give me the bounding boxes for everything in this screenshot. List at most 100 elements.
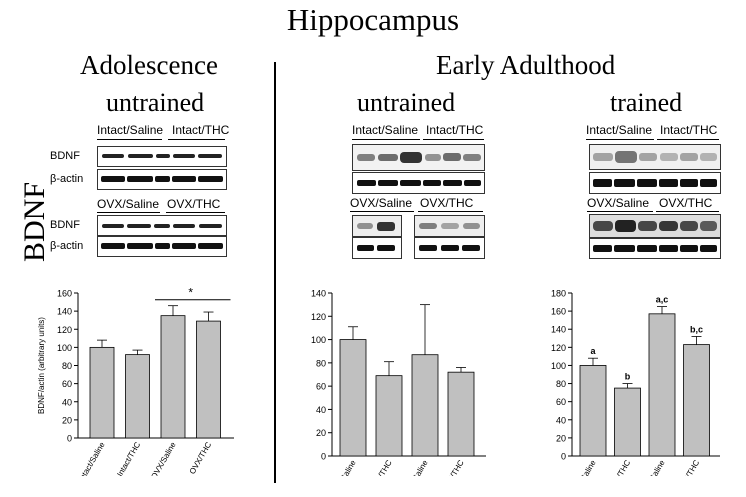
eu-group-underline xyxy=(352,139,420,140)
chart-early-adulthood-untrained: 0 20 40 60 80 100 120 140 Intact/Saline Intact/TH… xyxy=(311,289,486,476)
x-tick-label: Intact/THC xyxy=(367,458,394,476)
eu-group-underline xyxy=(418,211,483,212)
y-axis-label: BDNF/actin (arbitrary units) xyxy=(37,317,46,414)
bar xyxy=(339,339,367,457)
chart-early-adulthood-trained: 0 20 40 60 80 100 120 140 160 180 a intact/Saline b i… xyxy=(551,289,720,476)
western-blot-bdnf xyxy=(97,146,227,167)
western-blot-actin xyxy=(97,236,227,257)
bar-annotation: b,c xyxy=(690,324,703,334)
eu-group-label: OVX/Saline xyxy=(350,196,413,210)
x-tick-label: OVX/Saline xyxy=(149,440,178,476)
bar xyxy=(447,371,475,457)
y-tick-label: 60 xyxy=(62,379,72,389)
y-tick-label: 120 xyxy=(57,325,72,335)
y-tick-label: 160 xyxy=(551,307,566,317)
x-tick-label: Intact/Saline xyxy=(77,440,107,476)
ea-trained-subheading: trained xyxy=(610,88,683,117)
y-tick-label: 80 xyxy=(556,379,566,389)
y-tick-label: 100 xyxy=(551,361,566,371)
et-group-underline xyxy=(656,211,719,212)
bar xyxy=(375,375,403,457)
eu-group-underline xyxy=(350,211,414,212)
bar-annotation: a,c xyxy=(656,295,669,305)
y-tick-label: 120 xyxy=(551,343,566,353)
et-group-underline xyxy=(587,211,653,212)
significance-marker: * xyxy=(188,286,193,300)
et-group-label: Intact/Saline xyxy=(586,123,653,137)
western-blot-bdnf xyxy=(414,215,485,237)
y-tick-label: 100 xyxy=(311,335,326,345)
y-tick-label: 0 xyxy=(67,434,72,444)
bar xyxy=(614,387,641,457)
bar xyxy=(683,344,710,457)
ad-group-label: Intact/Saline xyxy=(97,123,164,137)
western-blot-bdnf xyxy=(589,214,721,238)
et-group-label: Intact/THC xyxy=(660,123,718,137)
bar xyxy=(160,315,186,439)
y-tick-label: 0 xyxy=(561,452,566,462)
y-tick-label: 140 xyxy=(57,307,72,317)
western-blot-bdnf xyxy=(97,215,227,236)
eu-group-underline xyxy=(423,139,484,140)
y-tick-label: 40 xyxy=(556,415,566,425)
western-blot-actin xyxy=(352,237,402,259)
ad-group-underline xyxy=(168,139,225,140)
y-tick-label: 0 xyxy=(321,452,326,462)
blot-row-label: β-actin xyxy=(50,240,84,252)
figure-title: Hippocampus xyxy=(286,2,460,37)
y-tick-label: 140 xyxy=(311,289,326,299)
bar xyxy=(411,354,439,457)
bar xyxy=(125,354,150,439)
western-blot-bdnf xyxy=(352,144,485,171)
ad-group-label: Intact/THC xyxy=(172,123,230,137)
x-tick-label: OVX/Saline xyxy=(638,458,667,476)
x-tick-label: OVX/THC xyxy=(676,458,702,476)
adolescence-subheading: untrained xyxy=(106,88,205,117)
ea-untrained-subheading: untrained xyxy=(357,88,456,117)
western-blot-actin xyxy=(352,172,485,194)
eu-group-label: Intact/Saline xyxy=(352,123,419,137)
bar xyxy=(648,313,676,457)
bar-annotation: b xyxy=(625,372,631,382)
eu-group-label: OVX/THC xyxy=(420,196,474,210)
early-adulthood-heading: Early Adulthood xyxy=(436,50,616,80)
y-tick-label: 140 xyxy=(551,325,566,335)
eu-group-label: Intact/THC xyxy=(426,123,484,137)
western-blot-bdnf xyxy=(352,215,402,237)
et-group-underline xyxy=(657,139,719,140)
y-tick-label: 20 xyxy=(62,415,72,425)
ad-group-underline xyxy=(166,212,225,213)
x-tick-label: OVX/Saline xyxy=(401,458,430,476)
adolescence-heading: Adolescence xyxy=(80,50,218,80)
bar xyxy=(579,365,607,457)
bar xyxy=(196,320,221,439)
et-group-label: OVX/Saline xyxy=(587,196,650,210)
y-tick-label: 80 xyxy=(62,361,72,371)
y-tick-label: 120 xyxy=(311,312,326,322)
ad-group-label: OVX/THC xyxy=(167,197,221,211)
x-tick-label: Intact/THC xyxy=(115,440,142,476)
ad-group-underline xyxy=(97,139,162,140)
x-tick-label: intact/THC xyxy=(606,458,633,476)
y-tick-label: 20 xyxy=(316,428,326,438)
western-blot-actin xyxy=(414,237,485,259)
bar-annotation: a xyxy=(590,346,596,356)
y-tick-label: 20 xyxy=(556,433,566,443)
et-group-underline xyxy=(586,139,654,140)
ad-group-underline xyxy=(97,212,160,213)
et-group-label: OVX/THC xyxy=(659,196,713,210)
y-tick-label: 180 xyxy=(551,289,566,299)
western-blot-actin xyxy=(589,172,721,194)
western-blot-bdnf xyxy=(589,144,721,170)
ad-group-label: OVX/Saline xyxy=(97,197,160,211)
chart-adolescence-untrained: 0 20 40 60 80 100 120 140 160 BDNF/actin (arbitra… xyxy=(37,286,234,476)
western-blot-actin xyxy=(589,238,721,259)
bdnf-side-label: BDNF xyxy=(18,181,51,262)
section-divider xyxy=(274,62,276,483)
blot-row-label: BDNF xyxy=(50,219,80,231)
y-tick-label: 80 xyxy=(316,358,326,368)
x-tick-label: intact/Saline xyxy=(568,458,598,476)
y-tick-label: 160 xyxy=(57,289,72,299)
x-tick-label: Intact/Saline xyxy=(328,458,358,476)
y-tick-label: 40 xyxy=(316,405,326,415)
